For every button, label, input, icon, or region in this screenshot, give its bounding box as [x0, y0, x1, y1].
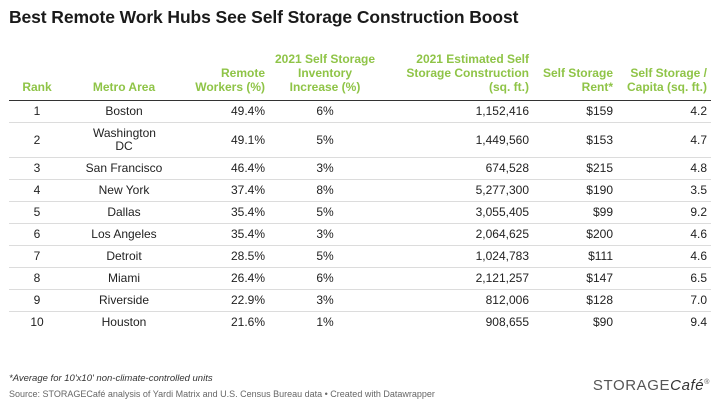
- cell-rank: 5: [9, 201, 65, 224]
- cell-remote: 22.9%: [183, 289, 269, 312]
- cell-metro: Dallas: [65, 201, 183, 224]
- cell-capita: 4.2: [617, 100, 711, 123]
- table-row: 10 Houston 21.6% 1% 908,655 $90 9.4: [9, 312, 711, 334]
- table-row: 9 Riverside 22.9% 3% 812,006 $128 7.0: [9, 289, 711, 312]
- table-row: 3 San Francisco 46.4% 3% 674,528 $215 4.…: [9, 157, 711, 180]
- cell-remote: 26.4%: [183, 267, 269, 290]
- cell-rent: $99: [533, 201, 617, 224]
- logo-cafe-text: Café: [670, 377, 705, 394]
- cell-increase: 5%: [269, 245, 381, 268]
- cell-rent: $128: [533, 289, 617, 312]
- chart-title: Best Remote Work Hubs See Self Storage C…: [9, 7, 519, 27]
- cell-capita: 7.0: [617, 289, 711, 312]
- cell-construction: 1,024,783: [381, 245, 533, 268]
- cell-construction: 5,277,300: [381, 179, 533, 202]
- cell-rank: 2: [9, 122, 65, 158]
- cell-increase: 6%: [269, 267, 381, 290]
- data-table: Rank Metro Area Remote Workers (%) 2021 …: [9, 52, 711, 333]
- storagecafe-logo: STORAGECafé®: [593, 377, 710, 394]
- cell-metro: Houston: [101, 315, 147, 329]
- header-increase: 2021 Self Storage Inventory Increase (%): [269, 52, 381, 101]
- cell-rent: $190: [533, 179, 617, 202]
- cell-increase: 8%: [269, 179, 381, 202]
- cell-rank: 8: [9, 267, 65, 290]
- cell-capita: 4.7: [617, 122, 711, 158]
- cell-remote: 49.4%: [183, 100, 269, 123]
- header-row: Rank Metro Area Remote Workers (%) 2021 …: [9, 52, 711, 101]
- cell-metro: New York: [65, 179, 183, 202]
- cell-rent: $159: [533, 100, 617, 123]
- header-capita: Self Storage / Capita (sq. ft.): [617, 52, 711, 101]
- cell-capita: 4.8: [617, 157, 711, 180]
- cell-rank: 7: [9, 245, 65, 268]
- cell-rank: 4: [9, 179, 65, 202]
- table-row: 4 New York 37.4% 8% 5,277,300 $190 3.5: [9, 179, 711, 202]
- cell-remote: 21.6%: [230, 315, 265, 329]
- cell-construction: 2,121,257: [381, 267, 533, 290]
- cell-rank: 1: [9, 100, 65, 123]
- cell-metro: Riverside: [65, 289, 183, 312]
- header-construction: 2021 Estimated Self Storage Construction…: [381, 52, 533, 101]
- cell-rent: $215: [533, 157, 617, 180]
- cell-rank: 10: [30, 315, 44, 329]
- cell-construction: 908,655: [485, 315, 529, 329]
- cell-capita: 4.6: [617, 223, 711, 246]
- table-row: 2 Washington DC 49.1% 5% 1,449,560 $153 …: [9, 122, 711, 158]
- cell-remote: 49.1%: [183, 122, 269, 158]
- header-rent: Self Storage Rent*: [533, 52, 617, 101]
- cell-rent: $90: [592, 315, 613, 329]
- cell-increase: 3%: [269, 157, 381, 180]
- cell-rent: $111: [533, 245, 617, 268]
- cell-increase: 3%: [269, 289, 381, 312]
- cell-construction: 674,528: [381, 157, 533, 180]
- cell-remote: 35.4%: [183, 223, 269, 246]
- logo-registered-mark: ®: [704, 379, 710, 386]
- header-metro: Metro Area: [65, 52, 183, 101]
- cell-increase: 1%: [316, 315, 334, 329]
- cell-remote: 46.4%: [183, 157, 269, 180]
- cell-capita: 9.4: [690, 315, 707, 329]
- cell-rent: $147: [533, 267, 617, 290]
- cell-increase: 3%: [269, 223, 381, 246]
- logo-storage-text: STORAGE: [592, 377, 671, 394]
- cell-metro: Detroit: [65, 245, 183, 268]
- cell-metro: Miami: [65, 267, 183, 290]
- cell-increase: 5%: [269, 201, 381, 224]
- cell-construction: 1,449,560: [381, 122, 533, 158]
- cell-rent: $153: [533, 122, 617, 158]
- table-row: 1 Boston 49.4% 6% 1,152,416 $159 4.2: [9, 100, 711, 123]
- cell-remote: 35.4%: [183, 201, 269, 224]
- table-row: 7 Detroit 28.5% 5% 1,024,783 $111 4.6: [9, 245, 711, 268]
- cell-metro: Washington DC: [65, 122, 183, 158]
- cell-construction: 3,055,405: [381, 201, 533, 224]
- footnote: *Average for 10'x10' non-climate-control…: [9, 373, 213, 384]
- cell-construction: 812,006: [381, 289, 533, 312]
- cell-construction: 1,152,416: [381, 100, 533, 123]
- cell-capita: 3.5: [617, 179, 711, 202]
- cell-rank: 3: [9, 157, 65, 180]
- cell-capita: 6.5: [617, 267, 711, 290]
- table-row: 5 Dallas 35.4% 5% 3,055,405 $99 9.2: [9, 201, 711, 224]
- table-row: 6 Los Angeles 35.4% 3% 2,064,625 $200 4.…: [9, 223, 711, 246]
- cell-metro: San Francisco: [65, 157, 183, 180]
- cell-rank: 9: [9, 289, 65, 312]
- cell-metro: Los Angeles: [65, 223, 183, 246]
- cell-capita: 4.6: [617, 245, 711, 268]
- cell-rent: $200: [533, 223, 617, 246]
- cell-remote: 37.4%: [183, 179, 269, 202]
- cell-rank: 6: [9, 223, 65, 246]
- table-row: 8 Miami 26.4% 6% 2,121,257 $147 6.5: [9, 267, 711, 290]
- header-rank: Rank: [9, 52, 65, 101]
- cell-remote: 28.5%: [183, 245, 269, 268]
- cell-capita: 9.2: [617, 201, 711, 224]
- cell-construction: 2,064,625: [381, 223, 533, 246]
- header-remote: Remote Workers (%): [183, 52, 269, 101]
- cell-increase: 6%: [269, 100, 381, 123]
- cell-increase: 5%: [269, 122, 381, 158]
- source-note: Source: STORAGECafé analysis of Yardi Ma…: [9, 389, 435, 399]
- cell-metro: Boston: [65, 100, 183, 123]
